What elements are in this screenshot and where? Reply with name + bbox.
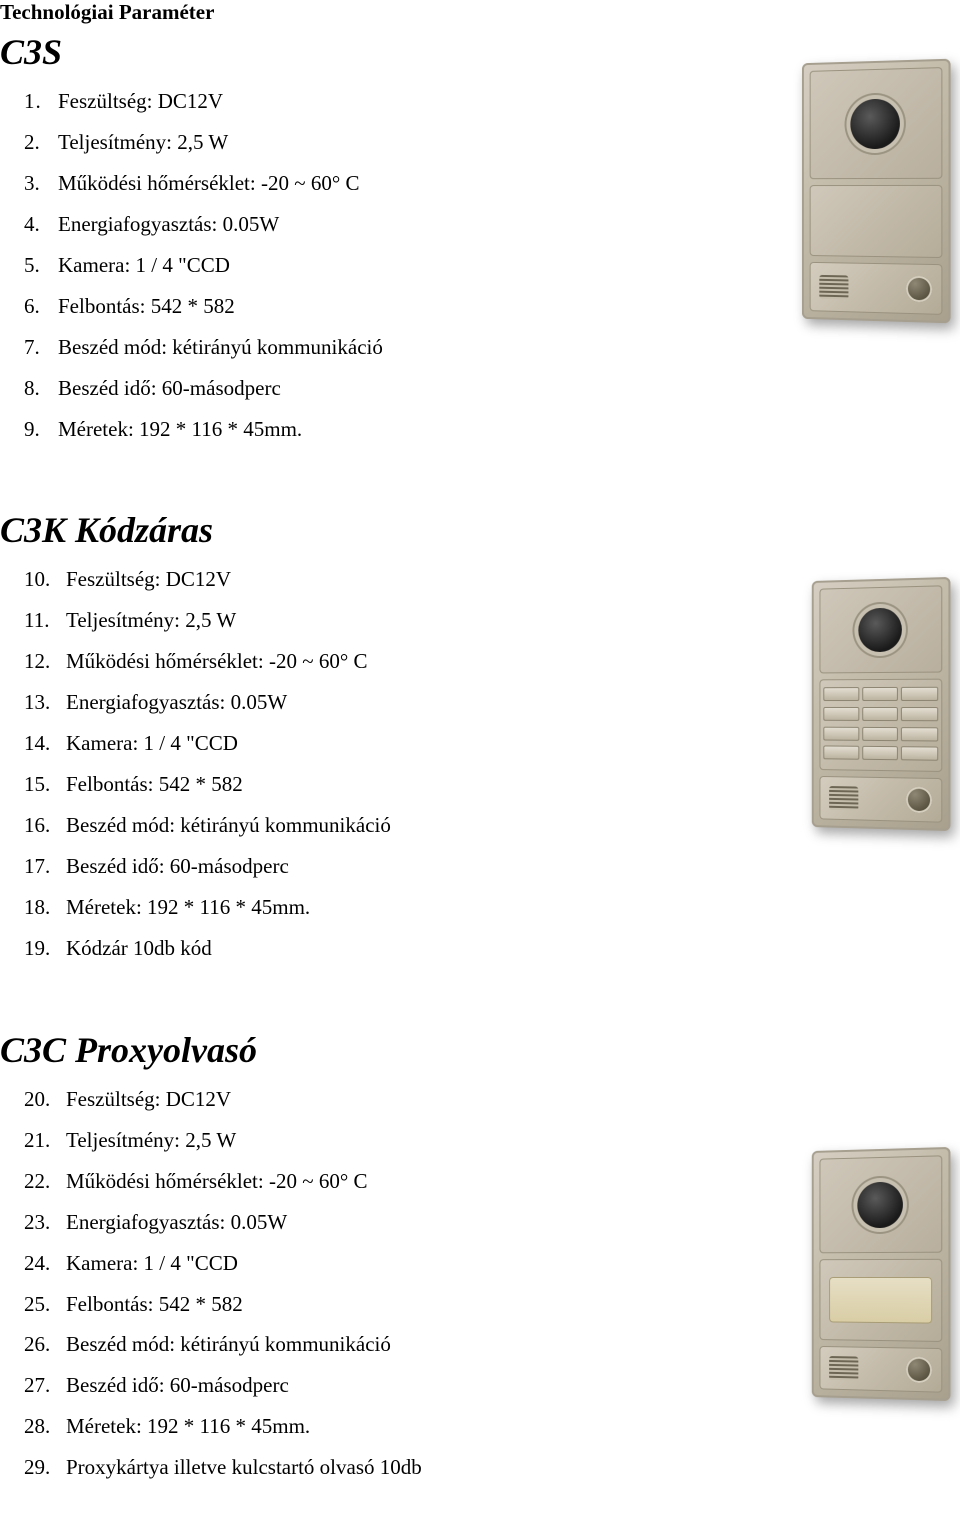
- speaker-icon: [829, 1356, 858, 1380]
- spec-number: 27.: [24, 1365, 66, 1406]
- page-title: Technológiai Paraméter: [0, 0, 960, 25]
- spec-text: Beszéd mód: kétirányú kommunikáció: [66, 1324, 391, 1365]
- spec-number: 4.: [24, 204, 58, 245]
- spec-number: 18.: [24, 887, 66, 928]
- spec-number: 7.: [24, 327, 58, 368]
- spec-text: Működési hőmérséklet: -20 ~ 60° C: [66, 1161, 367, 1202]
- spec-number: 23.: [24, 1202, 66, 1243]
- spec-text: Méretek: 192 * 116 * 45mm.: [58, 409, 302, 450]
- heading-c3c: C3C Proxyolvasó: [0, 1029, 960, 1071]
- spec-item: 29.Proxykártya illetve kulcstartó olvasó…: [24, 1447, 960, 1488]
- call-button-icon: [906, 1356, 932, 1383]
- spec-text: Energiafogyasztás: 0.05W: [66, 1202, 287, 1243]
- spec-number: 29.: [24, 1447, 66, 1488]
- spec-text: Működési hőmérséklet: -20 ~ 60° C: [66, 641, 367, 682]
- spec-text: Működési hőmérséklet: -20 ~ 60° C: [58, 163, 359, 204]
- spec-text: Kamera: 1 / 4 "CCD: [58, 245, 230, 286]
- heading-c3k: C3K Kódzáras: [0, 509, 960, 551]
- speaker-icon: [819, 275, 848, 299]
- spec-number: 6.: [24, 286, 58, 327]
- call-button-icon: [906, 787, 932, 814]
- spec-text: Teljesítmény: 2,5 W: [58, 122, 228, 163]
- spec-number: 26.: [24, 1324, 66, 1365]
- spec-number: 25.: [24, 1284, 66, 1325]
- spec-text: Energiafogyasztás: 0.05W: [58, 204, 279, 245]
- spec-text: Beszéd idő: 60-másodperc: [58, 368, 281, 409]
- spec-text: Teljesítmény: 2,5 W: [66, 1120, 236, 1161]
- spec-number: 15.: [24, 764, 66, 805]
- spec-number: 20.: [24, 1079, 66, 1120]
- spec-text: Feszültség: DC12V: [66, 559, 231, 600]
- section-c3k: C3K Kódzáras 10.Feszültség: DC12V 11.Tel…: [0, 509, 960, 968]
- spec-text: Felbontás: 542 * 582: [66, 1284, 243, 1325]
- spec-text: Kamera: 1 / 4 "CCD: [66, 1243, 238, 1284]
- call-button-icon: [906, 276, 932, 303]
- speaker-icon: [829, 786, 858, 810]
- spec-text: Felbontás: 542 * 582: [58, 286, 235, 327]
- spec-text: Méretek: 192 * 116 * 45mm.: [66, 1406, 310, 1447]
- spec-text: Kódzár 10db kód: [66, 928, 212, 969]
- spec-text: Feszültség: DC12V: [66, 1079, 231, 1120]
- spec-number: 9.: [24, 409, 58, 450]
- spec-number: 21.: [24, 1120, 66, 1161]
- spec-number: 16.: [24, 805, 66, 846]
- product-image-c3s: [800, 61, 950, 321]
- spec-number: 24.: [24, 1243, 66, 1284]
- spec-number: 10.: [24, 559, 66, 600]
- spec-number: 3.: [24, 163, 58, 204]
- spec-text: Teljesítmény: 2,5 W: [66, 600, 236, 641]
- spec-text: Méretek: 192 * 116 * 45mm.: [66, 887, 310, 928]
- section-c3s: C3S 1.Feszültség: DC12V 2.Teljesítmény: …: [0, 31, 960, 449]
- spec-item: 17.Beszéd idő: 60-másodperc: [24, 846, 960, 887]
- spec-number: 28.: [24, 1406, 66, 1447]
- spec-text: Proxykártya illetve kulcstartó olvasó 10…: [66, 1447, 422, 1488]
- product-image-c3c: [810, 1149, 950, 1399]
- spec-item: 8.Beszéd idő: 60-másodperc: [24, 368, 960, 409]
- spec-number: 5.: [24, 245, 58, 286]
- spec-text: Felbontás: 542 * 582: [66, 764, 243, 805]
- spec-item: 18.Méretek: 192 * 116 * 45mm.: [24, 887, 960, 928]
- spec-number: 22.: [24, 1161, 66, 1202]
- spec-number: 1.: [24, 81, 58, 122]
- spec-text: Beszéd mód: kétirányú kommunikáció: [58, 327, 383, 368]
- spec-number: 2.: [24, 122, 58, 163]
- spec-item: 19.Kódzár 10db kód: [24, 928, 960, 969]
- spec-number: 19.: [24, 928, 66, 969]
- spec-number: 12.: [24, 641, 66, 682]
- spec-text: Kamera: 1 / 4 "CCD: [66, 723, 238, 764]
- spec-number: 11.: [24, 600, 66, 641]
- spec-text: Energiafogyasztás: 0.05W: [66, 682, 287, 723]
- spec-item: 20.Feszültség: DC12V: [24, 1079, 960, 1120]
- spec-item: 7.Beszéd mód: kétirányú kommunikáció: [24, 327, 960, 368]
- spec-text: Beszéd mód: kétirányú kommunikáció: [66, 805, 391, 846]
- spec-number: 17.: [24, 846, 66, 887]
- spec-text: Beszéd idő: 60-másodperc: [66, 1365, 289, 1406]
- rfid-panel-icon: [829, 1277, 932, 1324]
- spec-item: 28.Méretek: 192 * 116 * 45mm.: [24, 1406, 960, 1447]
- spec-number: 14.: [24, 723, 66, 764]
- keypad-icon: [823, 687, 938, 764]
- product-image-c3k: [810, 579, 950, 829]
- spec-number: 8.: [24, 368, 58, 409]
- spec-item: 9.Méretek: 192 * 116 * 45mm.: [24, 409, 960, 450]
- spec-text: Feszültség: DC12V: [58, 81, 223, 122]
- spec-number: 13.: [24, 682, 66, 723]
- section-c3c: C3C Proxyolvasó 20.Feszültség: DC12V 21.…: [0, 1029, 960, 1488]
- spec-text: Beszéd idő: 60-másodperc: [66, 846, 289, 887]
